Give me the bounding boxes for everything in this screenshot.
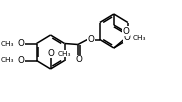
Text: O: O — [123, 27, 130, 35]
Text: CH₃: CH₃ — [57, 50, 71, 57]
Text: CH₃: CH₃ — [1, 58, 15, 64]
Text: O: O — [17, 56, 24, 65]
Text: O: O — [87, 35, 94, 44]
Text: O: O — [75, 55, 82, 64]
Text: O: O — [123, 33, 130, 43]
Text: CH₃: CH₃ — [133, 35, 146, 41]
Text: O: O — [17, 39, 24, 48]
Text: CH₃: CH₃ — [1, 40, 15, 47]
Text: O: O — [47, 49, 54, 58]
